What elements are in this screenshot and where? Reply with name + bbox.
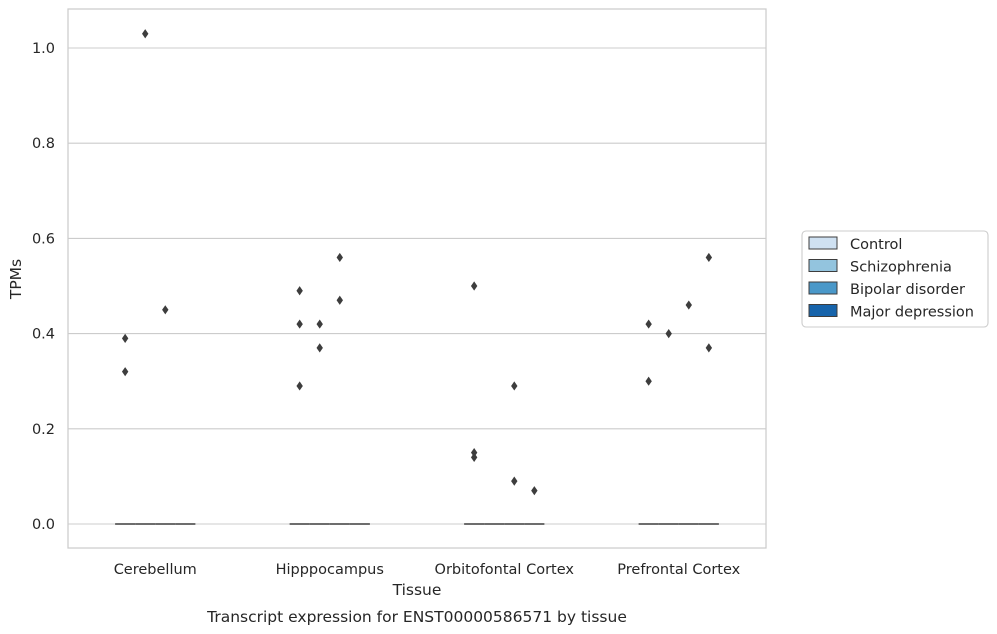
outlier-point <box>162 305 169 315</box>
x-axis-ticks: Cerebellum Hipppocampus Orbitofontal Corte… <box>114 562 741 578</box>
y-tick-label: 1.0 <box>32 41 55 57</box>
legend-label: Schizophrenia <box>850 260 952 276</box>
plot-area-frame <box>67 8 767 549</box>
outlier-point <box>665 329 672 339</box>
outlier-point <box>705 252 713 263</box>
x-tick-label: Prefrontal Cortex <box>617 562 740 578</box>
outlier-point <box>296 286 303 296</box>
y-axis-label: TPMs <box>7 259 25 300</box>
outlier-point <box>296 381 303 391</box>
outlier-point <box>142 29 149 39</box>
outlier-point <box>511 381 518 391</box>
y-tick-label: 0.6 <box>32 231 55 247</box>
legend-swatch <box>808 236 838 250</box>
outlier-point <box>316 343 323 353</box>
x-axis-label: Tissue <box>392 581 442 599</box>
grid-lines <box>68 47 766 525</box>
outlier-point <box>470 452 478 462</box>
outlier-point <box>296 319 303 329</box>
outlier-point <box>645 319 652 329</box>
outlier-point <box>685 300 692 310</box>
outlier-point <box>316 319 323 329</box>
outlier-point <box>511 476 518 486</box>
legend-swatch <box>808 259 838 272</box>
outlier-point <box>531 486 538 496</box>
chart-caption: Transcript expression for ENST0000058657… <box>206 608 627 626</box>
outlier-point <box>705 343 713 353</box>
outlier-layer <box>121 29 713 496</box>
outlier-point <box>336 252 343 263</box>
legend-swatch <box>808 281 838 295</box>
outlier-point <box>121 333 129 343</box>
legend: Control Schizophrenia Bipolar disorder Majo… <box>801 230 989 328</box>
y-tick-label: 0.4 <box>32 327 55 343</box>
legend-label: Control <box>850 237 902 253</box>
outlier-point <box>470 281 478 291</box>
x-tick-label: Hipppocampus <box>276 562 384 578</box>
x-tick-label: Cerebellum <box>114 562 197 578</box>
outlier-point <box>336 295 343 305</box>
y-axis-ticks: 0.0 0.2 0.4 0.6 0.8 1.0 <box>32 41 55 533</box>
y-tick-label: 0.8 <box>32 136 55 152</box>
outlier-point <box>121 367 129 377</box>
outlier-point <box>645 376 652 386</box>
y-tick-label: 0.2 <box>32 422 55 438</box>
legend-frame <box>801 230 989 328</box>
legend-label: Bipolar disorder <box>850 282 965 298</box>
x-tick-label: Orbitofontal Cortex <box>435 562 575 578</box>
legend-label: Major depression <box>850 305 974 321</box>
outlier-point <box>470 448 478 458</box>
y-tick-label: 0.0 <box>32 517 55 533</box>
legend-swatch <box>808 304 838 317</box>
